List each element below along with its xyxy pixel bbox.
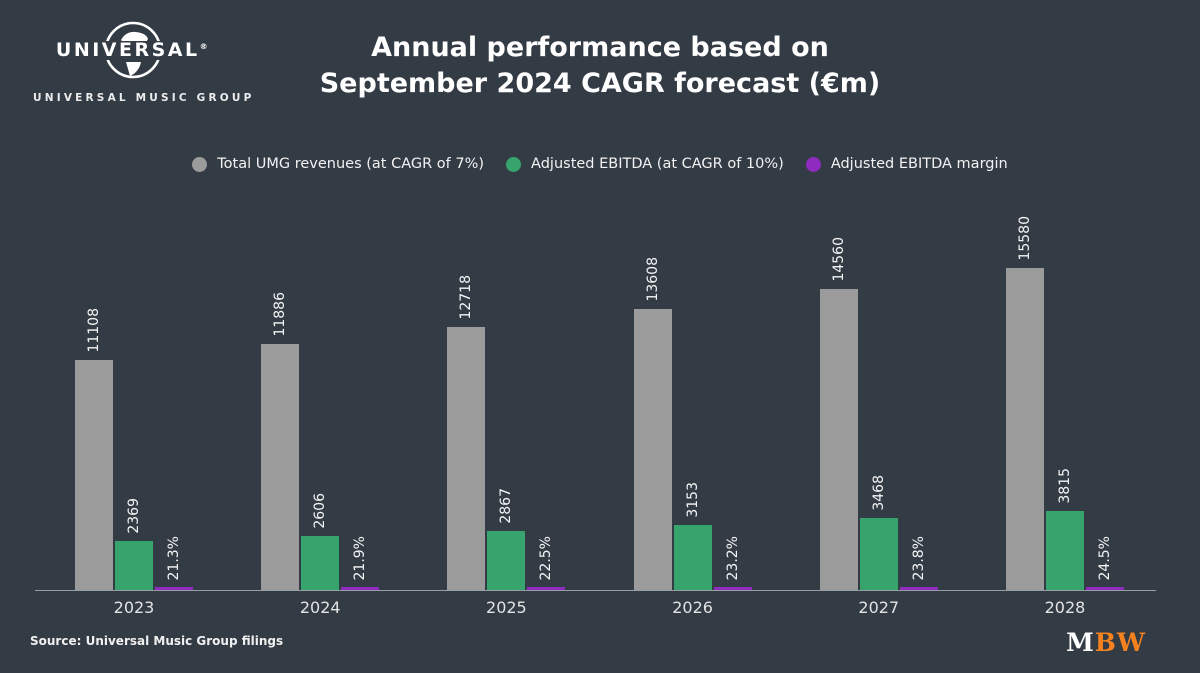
bar-value-label: 21.3%	[166, 535, 182, 580]
page-title-line2: September 2024 CAGR forecast (€m)	[319, 68, 881, 99]
bar-revenue-2026	[633, 309, 672, 590]
bar-value-label: 12718	[458, 275, 475, 320]
bar-group-2028: 15580 3815 24.5% 2028	[1005, 216, 1124, 617]
bar-revenue-2026-column: 13608	[633, 257, 672, 590]
bar-revenue-2027-column: 14560	[819, 237, 858, 590]
x-axis-label-2027: 2027	[858, 598, 900, 617]
umg-logo: UNIVERSAL® UNIVERSAL MUSIC GROUP	[33, 14, 255, 104]
x-axis-label-2028: 2028	[1044, 598, 1086, 617]
umg-logo-subtitle: UNIVERSAL MUSIC GROUP	[33, 92, 255, 104]
legend-item-0: Total UMG revenues (at CAGR of 7%)	[192, 156, 484, 172]
bar-ebitda-2026-column: 3153	[673, 482, 712, 590]
mbw-logo: MBW	[1066, 628, 1146, 657]
bar-value-label: 22.5%	[538, 535, 555, 580]
bar-margin-2026	[713, 587, 752, 590]
bar-margin-2027	[899, 587, 938, 590]
x-axis-label-2025: 2025	[486, 598, 527, 617]
bar-group-2023: 11108 2369 21.3% 2023	[75, 308, 193, 617]
x-axis-label-2023: 2023	[113, 598, 155, 617]
bar-ebitda-2025-column: 2867	[487, 488, 526, 590]
bar-value-label: 2369	[126, 498, 142, 534]
bar-ebitda-2024	[301, 536, 340, 590]
bar-revenue-2027	[819, 289, 858, 590]
bar-ebitda-2023-column: 2369	[115, 498, 153, 590]
bar-value-label: 24.5%	[1096, 535, 1113, 580]
bar-margin-2023	[155, 587, 193, 590]
bar-margin-2024	[341, 587, 380, 590]
bar-margin-2023-column: 21.3%	[155, 536, 193, 590]
bar-revenue-2025	[447, 327, 486, 590]
umg-globe-icon: UNIVERSAL®	[56, 21, 210, 79]
bar-revenue-2028	[1005, 268, 1044, 590]
x-axis-label-2024: 2024	[299, 598, 341, 617]
bar-value-label: 23.8%	[910, 535, 927, 580]
chart-legend: Total UMG revenues (at CAGR of 7%) Adjust…	[0, 156, 1200, 172]
umg-wordmark: UNIVERSAL	[56, 39, 200, 61]
legend-dot-icon	[805, 156, 821, 172]
bar-revenue-2025-column: 12718	[447, 275, 486, 590]
bar-value-label: 3153	[684, 482, 701, 518]
bar-ebitda-2026	[673, 525, 712, 590]
legend-item-1: Adjusted EBITDA (at CAGR of 10%)	[506, 156, 784, 172]
bar-margin-2025-column: 22.5%	[527, 535, 566, 590]
bar-margin-2026-column: 23.2%	[713, 535, 752, 590]
bar-margin-2028-column: 24.5%	[1085, 535, 1124, 590]
legend-label: Adjusted EBITDA margin	[830, 156, 1008, 172]
bar-margin-2027-column: 23.8%	[899, 535, 938, 590]
bar-value-label: 11108	[86, 308, 102, 353]
bar-value-label: 2867	[498, 488, 515, 524]
mbw-logo-bw: BW	[1094, 628, 1146, 657]
bar-revenue-2023	[75, 360, 113, 590]
page-title-line1: Annual performance based on	[371, 32, 829, 63]
bar-group-2025: 12718 2867 22.5% 2025	[447, 275, 566, 617]
bar-value-label: 14560	[830, 237, 847, 282]
bar-chart-plot: 11108 2369 21.3% 2023 11886 2606 21.9% 2024 1271…	[35, 200, 1156, 617]
bar-ebitda-2024-column: 2606	[301, 493, 340, 590]
bar-value-label: 3815	[1056, 468, 1073, 504]
legend-dot-icon	[506, 156, 522, 172]
bar-value-label: 3468	[870, 475, 887, 511]
svg-text:UNIVERSAL®: UNIVERSAL®	[56, 39, 210, 61]
bar-ebitda-2028	[1045, 511, 1084, 590]
bar-margin-2025	[527, 587, 566, 590]
bar-value-label: 15580	[1016, 216, 1033, 261]
bar-margin-2024-column: 21.9%	[341, 535, 380, 590]
bar-group-2024: 11886 2606 21.9% 2024	[261, 292, 380, 617]
bar-group-2027: 14560 3468 23.8% 2027	[819, 237, 938, 617]
bar-value-label: 2606	[312, 493, 329, 529]
bar-value-label: 13608	[644, 257, 661, 302]
bar-ebitda-2027	[859, 518, 898, 590]
legend-item-2: Adjusted EBITDA margin	[805, 156, 1008, 172]
bar-group-2026: 13608 3153 23.2% 2026	[633, 257, 752, 617]
bar-revenue-2028-column: 15580	[1005, 216, 1044, 590]
bar-value-label: 11886	[272, 292, 289, 337]
mbw-logo-m: M	[1066, 628, 1095, 657]
registered-mark: ®	[200, 42, 211, 51]
bar-ebitda-2023	[115, 541, 153, 590]
bar-ebitda-2025	[487, 531, 526, 590]
bar-revenue-2023-column: 11108	[75, 308, 113, 590]
bar-ebitda-2027-column: 3468	[859, 475, 898, 590]
bar-revenue-2024	[261, 344, 300, 590]
bar-revenue-2024-column: 11886	[261, 292, 300, 590]
bar-ebitda-2028-column: 3815	[1045, 468, 1084, 590]
bar-value-label: 21.9%	[352, 535, 369, 580]
x-axis-label-2026: 2026	[672, 598, 713, 617]
source-note: Source: Universal Music Group filings	[30, 634, 284, 648]
legend-label: Total UMG revenues (at CAGR of 7%)	[217, 156, 485, 172]
page-title: Annual performance based on September 20…	[0, 30, 1200, 102]
legend-dot-icon	[192, 156, 208, 172]
legend-label: Adjusted EBITDA (at CAGR of 10%)	[531, 156, 784, 172]
bar-margin-2028	[1085, 587, 1124, 590]
bar-value-label: 23.2%	[724, 535, 741, 580]
